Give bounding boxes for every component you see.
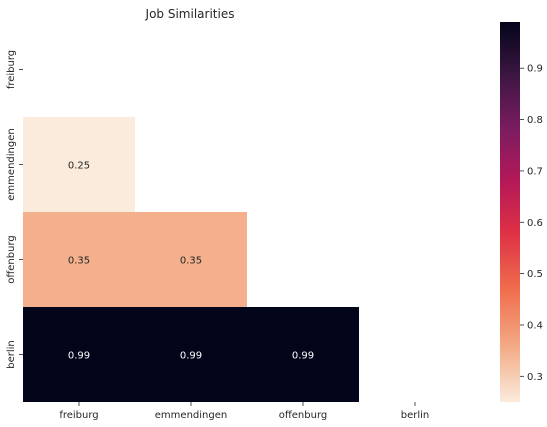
chart-title: Job Similarities (145, 7, 235, 21)
colorbar-tick-label: 0.5 (527, 269, 543, 280)
x-axis: freiburg emmendingen offenburg berlin (59, 402, 429, 421)
colorbar: 0.3 0.4 0.5 0.6 0.7 0.8 0.9 (500, 22, 543, 402)
heatmap-cell (135, 212, 247, 307)
cell-annotation: 0.25 (68, 161, 90, 172)
colorbar-tick-label: 0.4 (527, 320, 543, 331)
x-tick-label: emmendingen (155, 410, 227, 421)
x-tick-label: berlin (401, 410, 430, 421)
y-tick-label: emmendingen (6, 128, 17, 200)
cell-annotation: 0.35 (68, 256, 90, 267)
x-tick-label: offenburg (279, 410, 327, 421)
colorbar-tick-label: 0.8 (527, 115, 543, 126)
x-tick-label: freiburg (59, 410, 98, 421)
colorbar-tick-label: 0.9 (527, 64, 543, 75)
y-axis: freiburg emmendingen offenburg berlin (6, 50, 23, 369)
colorbar-tick-label: 0.3 (527, 372, 543, 383)
heatmap-cell (135, 307, 247, 402)
colorbar-tick-label: 0.7 (527, 166, 543, 177)
heatmap-cell (23, 307, 135, 402)
y-tick-label: offenburg (6, 235, 17, 283)
cell-annotation: 0.99 (292, 351, 314, 362)
y-tick-label: freiburg (6, 50, 17, 89)
heatmap-cell (23, 212, 135, 307)
colorbar-gradient (500, 22, 520, 402)
cell-annotation: 0.99 (180, 351, 202, 362)
y-tick-label: berlin (6, 340, 17, 369)
heatmap-cell (23, 117, 135, 212)
cell-annotation: 0.35 (180, 256, 202, 267)
heatmap-cell (247, 307, 359, 402)
cell-annotation: 0.99 (68, 351, 90, 362)
plot-area: 0.25 0.35 0.35 0.99 0.99 0.99 (23, 117, 359, 402)
colorbar-tick-label: 0.6 (527, 218, 543, 229)
